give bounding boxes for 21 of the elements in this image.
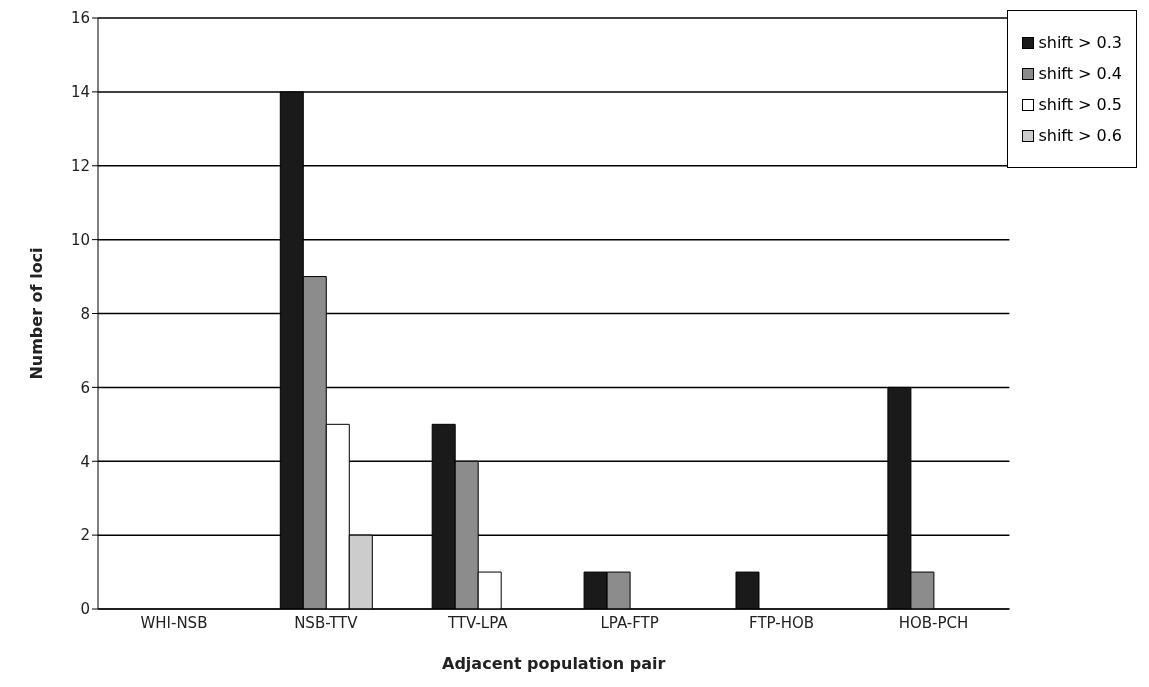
y-tick-label: 4	[80, 452, 90, 471]
x-tick-label: WHI-NSB	[140, 613, 208, 632]
y-tick-label: 16	[70, 9, 90, 28]
y-tick-label: 14	[70, 83, 90, 102]
y-tick-label: 0	[80, 600, 90, 619]
y-tick-label: 2	[80, 526, 90, 545]
y-tick-label: 6	[80, 378, 90, 397]
x-tick-label: HOB-PCH	[898, 613, 969, 632]
x-tick-label: FTP-HOB	[749, 613, 815, 632]
legend-label: shift > 0.3	[1038, 33, 1122, 52]
y-tick-label: 12	[70, 157, 90, 176]
legend-label: shift > 0.5	[1038, 95, 1122, 114]
x-axis-title: Adjacent population pair	[442, 654, 666, 673]
y-tick-label: 8	[80, 304, 90, 323]
y-tick-label: 10	[70, 230, 90, 249]
y-axis-title: Number of loci	[26, 247, 46, 380]
x-tick-label: TTV-LPA	[446, 613, 509, 632]
x-tick-label: LPA-FTP	[600, 613, 659, 632]
legend-label: shift > 0.6	[1038, 126, 1122, 145]
x-tick-label: NSB-TTV	[294, 613, 359, 632]
legend-label: shift > 0.4	[1038, 64, 1122, 83]
